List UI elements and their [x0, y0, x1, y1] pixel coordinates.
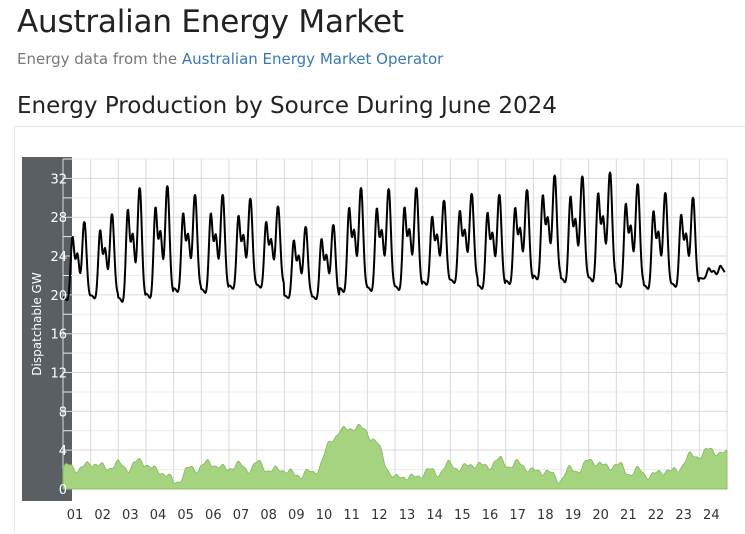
- x-tick-label: 14: [426, 508, 443, 523]
- y-axis-label: Dispatchable GW: [30, 272, 44, 376]
- x-tick-label: 11: [343, 508, 360, 523]
- x-tick-label: 20: [592, 508, 609, 523]
- x-tick-label: 21: [620, 508, 637, 523]
- subtitle-prefix: Energy data from the: [17, 50, 182, 68]
- x-tick-label: 15: [454, 508, 471, 523]
- y-tick-label: 20: [50, 289, 67, 304]
- y-tick-label: 4: [59, 444, 67, 459]
- aemo-link[interactable]: Australian Energy Market Operator: [181, 50, 444, 68]
- y-tick-label: 28: [50, 211, 67, 226]
- chart-container: 0 4 8 12 16 20 24 28 32 Dispatchable GW 01 02 03 04 05…: [14, 126, 745, 533]
- x-tick-label: 10: [316, 508, 333, 523]
- x-tick-label: 18: [537, 508, 554, 523]
- y-tick-label: 32: [50, 172, 67, 187]
- x-tick-label: 08: [260, 508, 277, 523]
- x-tick-label: 02: [94, 508, 111, 523]
- x-tick-label: 16: [482, 508, 499, 523]
- x-tick-label: 23: [675, 508, 692, 523]
- x-tick-label: 01: [67, 508, 84, 523]
- y-tick-label: 8: [59, 405, 67, 420]
- x-tick-label: 22: [648, 508, 665, 523]
- y-tick-label: 16: [50, 328, 67, 343]
- x-tick-label: 12: [371, 508, 388, 523]
- x-tick-label: 19: [565, 508, 582, 523]
- renewable-area: [62, 423, 728, 490]
- x-tick-label: 03: [122, 508, 139, 523]
- dispatchable-line: [62, 171, 726, 303]
- x-tick-label: 17: [509, 508, 526, 523]
- site-subtitle: Energy data from the Australian Energy M…: [17, 50, 443, 68]
- x-tick-label: 05: [177, 508, 194, 523]
- y-tick-label: 24: [50, 250, 67, 265]
- site-title: Australian Energy Market: [17, 4, 404, 40]
- y-tick-label: 0: [59, 483, 67, 498]
- x-tick-label: 06: [205, 508, 222, 523]
- y-tick-label: 12: [50, 367, 67, 382]
- section-title: Energy Production by Source During June …: [17, 93, 557, 119]
- y-axis-panel: [22, 157, 72, 501]
- x-tick-label: 13: [399, 508, 416, 523]
- x-tick-label: 09: [288, 508, 305, 523]
- x-tick-label: 24: [703, 508, 720, 523]
- x-tick-label: 07: [233, 508, 250, 523]
- x-tick-label: 04: [150, 508, 167, 523]
